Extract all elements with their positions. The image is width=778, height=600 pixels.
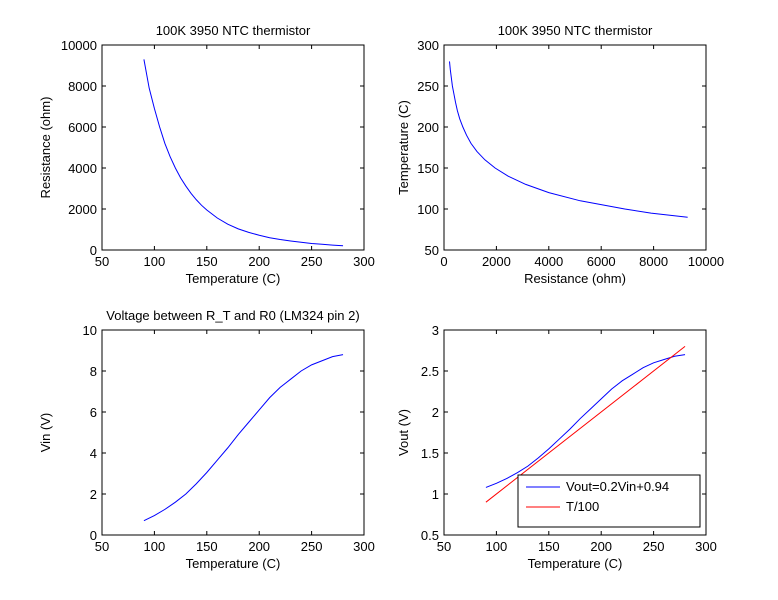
x-tick-label: 200 [590, 539, 612, 554]
x-tick-label: 150 [538, 539, 560, 554]
y-tick-label: 2 [432, 405, 439, 420]
y-tick-label: 100 [417, 202, 439, 217]
y-tick-label: 0 [90, 243, 97, 258]
y-tick-label: 6000 [68, 120, 97, 135]
y-tick-label: 200 [417, 120, 439, 135]
x-tick-label: 150 [196, 254, 218, 269]
series-line-1 [485, 354, 686, 488]
series-line-1 [143, 354, 344, 522]
x-tick-label: 50 [437, 539, 451, 554]
x-tick-label: 0 [440, 254, 447, 269]
subplot-1: 50 100 150 200 250 300 0 2000 4000 6000 8000 10000 1… [38, 23, 375, 286]
y-axis-label: Vin (V) [38, 413, 53, 453]
x-axis-label: Temperature (C) [528, 556, 623, 571]
y-tick-label: 1 [432, 487, 439, 502]
x-tick-label: 250 [301, 254, 323, 269]
y-tick-label: 10000 [61, 38, 97, 53]
y-tick-label: 4000 [68, 161, 97, 176]
x-tick-label: 200 [248, 254, 270, 269]
x-tick-label: 6000 [587, 254, 616, 269]
y-tick-label: 2.5 [421, 364, 439, 379]
x-tick-label: 50 [95, 254, 109, 269]
y-tick-label: 300 [417, 38, 439, 53]
y-axis-label: Temperature (C) [396, 100, 411, 195]
x-tick-label: 8000 [639, 254, 668, 269]
x-tick-label: 50 [95, 539, 109, 554]
legend-label: Vout=0.2Vin+0.94 [566, 479, 669, 494]
series-line-1 [449, 61, 688, 218]
y-tick-label: 2000 [68, 202, 97, 217]
axes-frame [443, 329, 707, 536]
legend-box [517, 474, 701, 528]
axes-frame [101, 329, 365, 536]
y-tick-label: 0.5 [421, 528, 439, 543]
chart-title: 100K 3950 NTC thermistor [156, 23, 311, 38]
y-tick-label: 6 [90, 405, 97, 420]
y-tick-label: 4 [90, 446, 97, 461]
x-tick-label: 100 [144, 254, 166, 269]
x-tick-label: 200 [248, 539, 270, 554]
x-tick-label: 300 [353, 539, 375, 554]
y-tick-label: 150 [417, 161, 439, 176]
axes-frame [443, 44, 707, 251]
x-tick-label: 10000 [688, 254, 724, 269]
x-axis-label: Resistance (ohm) [524, 271, 626, 286]
y-tick-label: 10 [83, 323, 97, 338]
x-tick-label: 250 [643, 539, 665, 554]
subplot-2: 0 2000 4000 6000 8000 10000 50 100 150 200 250 300 1… [396, 23, 724, 286]
series-line-1 [143, 59, 344, 247]
subplot-4: 50 100 150 200 250 300 0.5 1 1.5 2 2.5 3 Temperature… [396, 323, 717, 571]
x-tick-label: 100 [486, 539, 508, 554]
x-tick-label: 100 [144, 539, 166, 554]
x-tick-label: 150 [196, 539, 218, 554]
legend: Vout=0.2Vin+0.94 T/100 [517, 474, 701, 528]
y-axis-label: Vout (V) [396, 409, 411, 456]
chart-title: Voltage between R_T and R0 (LM324 pin 2) [106, 308, 359, 323]
chart-title: 100K 3950 NTC thermistor [498, 23, 653, 38]
x-tick-label: 4000 [534, 254, 563, 269]
x-tick-label: 2000 [482, 254, 511, 269]
y-tick-label: 8000 [68, 79, 97, 94]
y-tick-label: 2 [90, 487, 97, 502]
y-tick-label: 250 [417, 79, 439, 94]
y-tick-label: 1.5 [421, 446, 439, 461]
x-axis-label: Temperature (C) [186, 556, 281, 571]
axes-frame [101, 44, 365, 251]
y-tick-label: 3 [432, 323, 439, 338]
subplot-3: 50 100 150 200 250 300 0 2 4 6 8 10 Voltage between … [38, 308, 375, 571]
y-axis-label: Resistance (ohm) [38, 97, 53, 199]
x-axis-label: Temperature (C) [186, 271, 281, 286]
x-tick-label: 300 [695, 539, 717, 554]
y-tick-label: 0 [90, 528, 97, 543]
x-tick-label: 300 [353, 254, 375, 269]
y-tick-label: 50 [425, 243, 439, 258]
legend-label: T/100 [566, 499, 599, 514]
y-tick-label: 8 [90, 364, 97, 379]
x-tick-label: 250 [301, 539, 323, 554]
